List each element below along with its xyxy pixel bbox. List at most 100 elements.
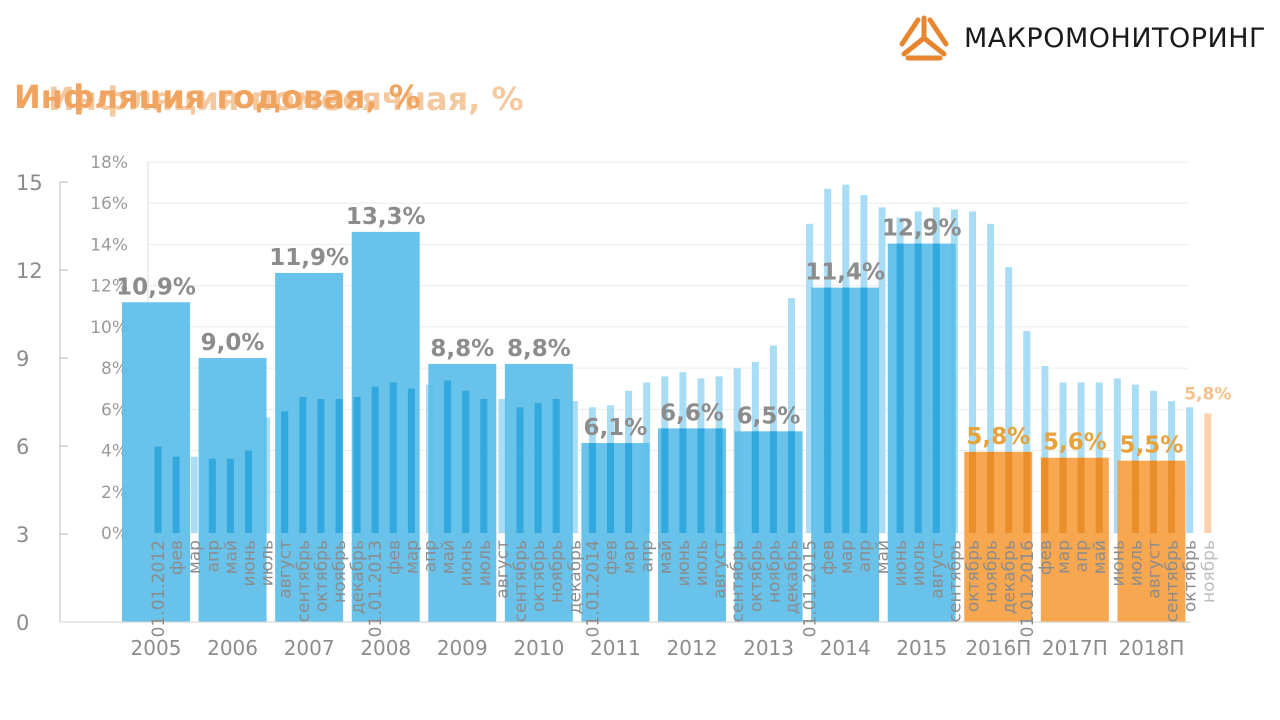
monthly-bar <box>1131 384 1139 533</box>
monthly-bar-overlap <box>1095 457 1103 533</box>
monthly-x-tick-label: фев <box>1036 540 1056 575</box>
brand-logo: МАКРОМОНИТОРИНГ <box>898 14 1266 62</box>
monthly-x-tick-label: 01.01.2012 <box>149 540 169 637</box>
annual-y-tick-label: 15 <box>16 171 43 195</box>
annual-data-label: 6,1% <box>584 415 648 441</box>
monthly-y-tick-label: 16% <box>90 194 128 214</box>
monthly-bar-overlap <box>317 399 325 533</box>
monthly-x-tick-label: сентябрь <box>511 540 531 622</box>
monthly-bar-overlap <box>552 399 560 533</box>
monthly-x-tick-label: мар <box>402 540 422 574</box>
monthly-x-tick-label: июль <box>909 540 929 586</box>
monthly-bar-overlap <box>462 390 470 533</box>
annual-data-label: 5,8% <box>966 424 1030 450</box>
brand-name: МАКРОМОНИТОРИНГ <box>964 22 1267 54</box>
monthly-bar-overlap <box>389 382 397 533</box>
monthly-y-tick-label: 14% <box>90 235 128 255</box>
monthly-bar-overlap <box>1131 460 1139 533</box>
monthly-y-tick-label: 0% <box>101 524 128 544</box>
monthly-x-tick-label: октябрь <box>1181 540 1201 612</box>
annual-x-tick-label: 2008 <box>360 636 411 660</box>
monthly-bar-overlap <box>335 399 343 533</box>
annual-x-tick-label: 2007 <box>284 636 335 660</box>
annual-x-tick-label: 2014 <box>820 636 871 660</box>
annual-x-tick-label: 2016П <box>965 636 1031 660</box>
annual-data-label: 6,5% <box>737 403 801 429</box>
annual-data-label: 11,9% <box>269 245 349 271</box>
annual-data-label: 5,6% <box>1043 430 1107 456</box>
annual-y-tick-label: 0 <box>16 611 29 635</box>
annual-data-label: 12,9% <box>882 216 962 242</box>
annual-x-tick-label: 2006 <box>207 636 258 660</box>
monthly-bar <box>987 223 995 534</box>
monthly-bar-overlap <box>1168 460 1176 533</box>
annual-x-tick-label: 2018П <box>1118 636 1184 660</box>
monthly-bar-overlap <box>697 428 705 533</box>
monthly-bar <box>806 223 814 534</box>
monthly-x-tick-label: декабрь <box>565 540 585 614</box>
annual-x-tick-label: 2017П <box>1042 636 1108 660</box>
monthly-bar-overlap <box>371 386 379 533</box>
monthly-x-tick-label: октябрь <box>529 540 549 612</box>
annual-x-tick-label: 2010 <box>513 636 564 660</box>
annual-x-tick-label: 2005 <box>131 636 182 660</box>
annual-data-label: 13,3% <box>346 204 426 230</box>
monthly-bar-overlap <box>299 396 307 533</box>
monthly-bar-overlap <box>769 431 777 533</box>
monthly-bar-overlap <box>679 428 687 533</box>
monthly-bar-overlap <box>1077 457 1085 533</box>
annual-data-label: 9,0% <box>201 330 265 356</box>
monthly-bar <box>1041 366 1049 533</box>
chart-title-monthly: Инфляция помесячная, % <box>48 80 524 118</box>
monthly-bar-overlap <box>281 411 289 533</box>
monthly-y-tick-label: 10% <box>90 318 128 338</box>
monthly-x-tick-label: июнь <box>240 540 260 587</box>
monthly-x-tick-label: мар <box>837 540 857 574</box>
monthly-x-tick-label: 01.01.2013 <box>366 540 386 637</box>
monthly-bar-overlap <box>1150 460 1157 533</box>
monthly-bar-overlap <box>172 456 180 533</box>
monthly-bar-overlap <box>407 388 415 533</box>
annual-data-label: 6,6% <box>660 400 724 426</box>
monthly-x-tick-label: апр <box>638 540 658 572</box>
monthly-bar <box>570 401 578 533</box>
monthly-x-tick-label: декабрь <box>348 540 368 614</box>
monthly-bar-overlap <box>154 446 162 533</box>
monthly-x-tick-label: мар <box>620 540 640 574</box>
monthly-x-tick-label: май <box>873 540 893 574</box>
monthly-x-tick-label: ноябрь <box>330 540 350 603</box>
monthly-x-tick-label: 01.01.2015 <box>801 540 821 637</box>
annual-x-tick-label: 2015 <box>896 636 947 660</box>
monthly-x-tick-label: август <box>927 540 947 599</box>
monthly-bar <box>1005 267 1013 533</box>
monthly-x-tick-label: октябрь <box>746 540 766 612</box>
monthly-x-tick-label: август <box>493 540 513 599</box>
monthly-bar-overlap <box>625 443 633 533</box>
monthly-x-tick-label: ноябрь <box>764 540 784 603</box>
monthly-end-data-label: 5,8% <box>1184 384 1231 404</box>
monthly-x-tick-label: апр <box>203 540 223 572</box>
monthly-x-tick-label: май <box>439 540 459 574</box>
monthly-bar-overlap <box>896 243 904 533</box>
monthly-bar-overlap <box>534 403 542 533</box>
monthly-bar-overlap <box>208 458 216 533</box>
annual-data-label: 10,9% <box>116 274 196 300</box>
annual-data-label: 5,5% <box>1120 433 1184 459</box>
monthly-x-tick-label: июль <box>1126 540 1146 586</box>
monthly-bar-overlap <box>987 451 995 533</box>
monthly-bar <box>878 207 886 533</box>
monthly-bar-overlap <box>824 287 832 533</box>
triangle-arrows-logo-icon <box>899 15 949 61</box>
monthly-x-tick-label: 01.01.2014 <box>583 540 603 637</box>
monthly-bar-overlap <box>480 399 488 533</box>
monthly-x-tick-label: июль <box>475 540 495 586</box>
monthly-x-tick-label: мар <box>185 540 205 574</box>
monthly-x-tick-label: август <box>1145 540 1165 599</box>
monthly-x-tick-label: август <box>710 540 730 599</box>
annual-x-tick-label: 2009 <box>437 636 488 660</box>
monthly-x-tick-label: декабрь <box>1000 540 1020 614</box>
monthly-x-tick-label: июнь <box>674 540 694 587</box>
monthly-x-tick-label: апр <box>1072 540 1092 572</box>
monthly-bar-overlap <box>245 450 252 533</box>
